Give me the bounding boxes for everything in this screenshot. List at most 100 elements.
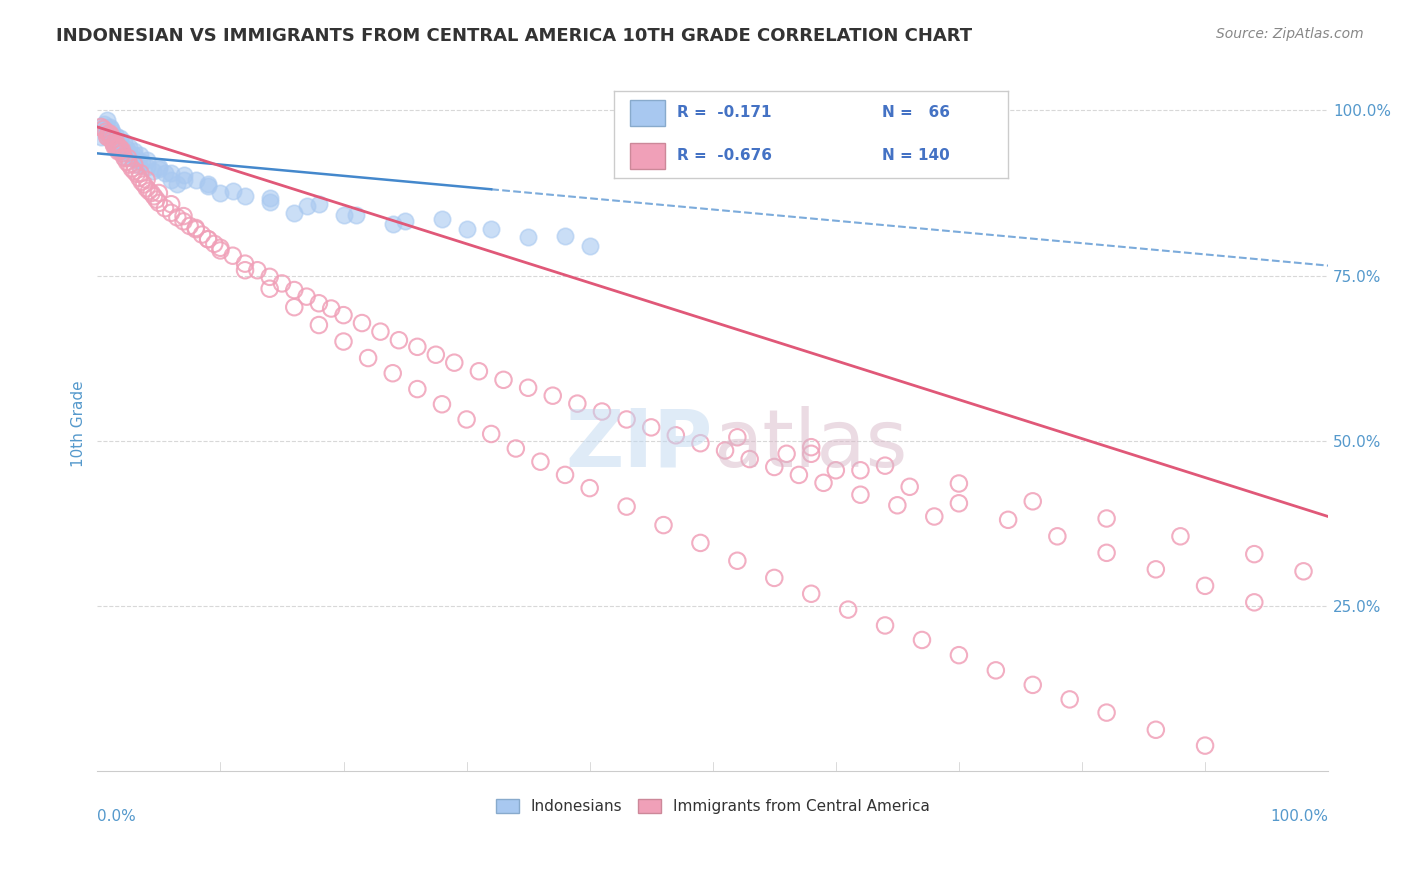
Point — [283, 206, 305, 220]
Point — [173, 209, 195, 223]
Point — [578, 481, 600, 495]
Point — [98, 127, 121, 141]
Point — [295, 290, 318, 304]
Point — [197, 232, 219, 246]
Point — [714, 443, 737, 458]
Point — [98, 127, 121, 141]
Point — [308, 197, 330, 211]
Point — [100, 128, 122, 143]
Point — [209, 241, 232, 255]
Point — [813, 475, 835, 490]
Text: INDONESIAN VS IMMIGRANTS FROM CENTRAL AMERICA 10TH GRADE CORRELATION CHART: INDONESIAN VS IMMIGRANTS FROM CENTRAL AM… — [56, 27, 973, 45]
Point — [430, 212, 453, 227]
Point — [468, 364, 491, 378]
Point — [479, 427, 502, 442]
Point — [1095, 511, 1118, 525]
Point — [118, 158, 141, 172]
Point — [984, 664, 1007, 678]
Point — [138, 184, 160, 198]
Point — [110, 143, 132, 157]
Point — [529, 455, 551, 469]
Point — [96, 129, 118, 144]
Point — [93, 117, 115, 131]
Point — [209, 244, 232, 258]
Point — [406, 382, 429, 396]
Point — [197, 232, 219, 246]
Point — [160, 173, 183, 187]
Point — [775, 447, 797, 461]
Point — [1243, 547, 1265, 561]
Point — [800, 447, 823, 461]
Point — [103, 136, 125, 151]
Point — [616, 412, 638, 426]
Point — [90, 129, 112, 144]
Point — [148, 195, 170, 210]
Point — [800, 587, 823, 601]
Point — [456, 412, 478, 426]
Point — [763, 460, 786, 475]
Point — [93, 120, 115, 134]
Point — [283, 300, 305, 314]
Point — [689, 536, 711, 550]
Point — [98, 131, 121, 145]
Point — [725, 554, 748, 568]
Point — [837, 602, 859, 616]
Point — [115, 155, 138, 169]
Point — [112, 135, 135, 149]
Point — [381, 366, 404, 380]
Point — [124, 145, 146, 159]
Point — [381, 217, 404, 231]
Point — [948, 648, 970, 662]
Point — [517, 381, 540, 395]
Point — [90, 120, 112, 134]
Point — [104, 133, 127, 147]
Text: Source: ZipAtlas.com: Source: ZipAtlas.com — [1216, 27, 1364, 41]
Point — [443, 356, 465, 370]
Point — [124, 158, 146, 172]
Point — [184, 222, 207, 236]
Point — [148, 160, 170, 174]
Point — [179, 219, 201, 233]
Point — [103, 140, 125, 154]
Point — [911, 632, 934, 647]
Point — [1095, 706, 1118, 720]
Point — [135, 173, 157, 187]
Point — [492, 373, 515, 387]
Point — [849, 488, 872, 502]
Point — [246, 263, 269, 277]
Point — [166, 178, 188, 192]
Point — [922, 509, 945, 524]
Point — [357, 351, 380, 365]
Point — [222, 184, 245, 198]
Point — [1292, 564, 1315, 578]
Point — [1059, 692, 1081, 706]
Point — [118, 145, 141, 160]
Point — [103, 140, 125, 154]
Point — [153, 166, 176, 180]
Point — [111, 145, 134, 159]
Point — [591, 404, 613, 418]
Point — [259, 194, 281, 209]
Point — [111, 146, 134, 161]
Point — [1194, 579, 1216, 593]
Point — [108, 135, 131, 149]
Point — [800, 440, 823, 454]
Point — [115, 142, 138, 156]
Point — [135, 153, 157, 167]
Point — [233, 189, 256, 203]
Point — [406, 340, 429, 354]
Point — [100, 122, 122, 136]
Point — [425, 348, 447, 362]
Point — [554, 228, 576, 243]
Point — [388, 333, 411, 347]
Point — [111, 143, 134, 157]
Point — [332, 334, 354, 349]
Point — [93, 122, 115, 136]
Point — [344, 208, 367, 222]
Point — [129, 166, 152, 180]
Point — [118, 140, 141, 154]
Point — [1022, 678, 1045, 692]
Point — [173, 214, 195, 228]
Point — [112, 151, 135, 165]
Point — [350, 316, 373, 330]
